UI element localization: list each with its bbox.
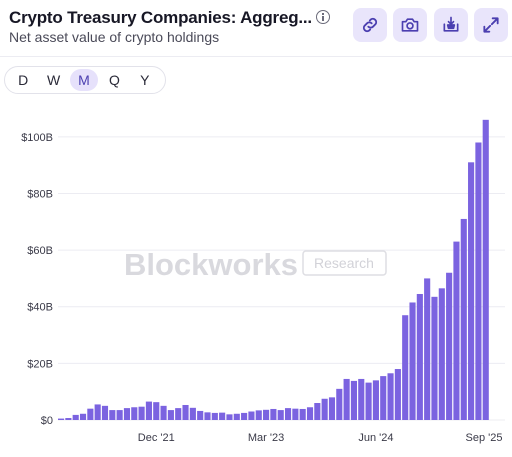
bar[interactable] bbox=[482, 119, 489, 420]
link-icon bbox=[362, 17, 378, 33]
bar[interactable] bbox=[343, 378, 350, 420]
period-option-month[interactable]: M bbox=[69, 69, 99, 91]
chart-gridlines bbox=[58, 136, 505, 421]
bar[interactable] bbox=[387, 373, 394, 420]
x-tick-label: Dec '21 bbox=[138, 432, 175, 444]
bar[interactable] bbox=[475, 142, 482, 421]
y-tick-label: $40B bbox=[27, 302, 53, 314]
x-tick-label: Sep '25 bbox=[466, 432, 503, 444]
y-tick-label: $60B bbox=[27, 245, 53, 257]
bar[interactable] bbox=[189, 407, 196, 420]
bar[interactable] bbox=[431, 296, 438, 420]
bar[interactable] bbox=[94, 404, 101, 420]
bar[interactable] bbox=[241, 412, 248, 420]
period-option-week[interactable]: W bbox=[47, 72, 61, 88]
bar[interactable] bbox=[248, 411, 255, 421]
bar[interactable] bbox=[160, 405, 167, 420]
bar[interactable] bbox=[460, 218, 467, 420]
chart-title: Crypto Treasury Companies: Aggreg... bbox=[9, 8, 312, 27]
period-option-day[interactable]: D bbox=[18, 72, 29, 88]
x-tick-label: Jun '24 bbox=[358, 432, 393, 444]
bar[interactable] bbox=[270, 408, 277, 420]
bar[interactable] bbox=[468, 162, 475, 420]
header-divider bbox=[0, 56, 512, 57]
x-axis-ticks: Dec '21 Mar '23 Jun '24 Sep '25 bbox=[138, 432, 503, 444]
y-tick-label: $20B bbox=[27, 358, 53, 370]
chart-header: Crypto Treasury Companies: Aggreg... Net… bbox=[0, 0, 512, 56]
bar[interactable] bbox=[109, 410, 116, 420]
bar[interactable] bbox=[358, 378, 365, 420]
bar[interactable] bbox=[438, 288, 445, 420]
expand-icon bbox=[483, 17, 499, 33]
bar[interactable] bbox=[65, 418, 72, 420]
bar[interactable] bbox=[394, 369, 401, 420]
download-button[interactable] bbox=[434, 8, 468, 42]
watermark-badge-frame bbox=[302, 250, 387, 276]
bar[interactable] bbox=[350, 380, 357, 420]
bar[interactable] bbox=[233, 413, 240, 420]
bar[interactable] bbox=[314, 403, 321, 420]
watermark-brand: Blockworks bbox=[124, 247, 298, 282]
bar[interactable] bbox=[365, 382, 372, 420]
bar[interactable] bbox=[321, 398, 328, 420]
bar[interactable] bbox=[138, 406, 145, 420]
bar[interactable] bbox=[58, 418, 65, 420]
bar[interactable] bbox=[204, 412, 211, 420]
y-tick-label: $80B bbox=[27, 188, 53, 200]
bar[interactable] bbox=[219, 412, 226, 420]
bar[interactable] bbox=[197, 410, 204, 420]
bar[interactable] bbox=[306, 407, 314, 420]
bar[interactable] bbox=[72, 414, 79, 420]
bar[interactable] bbox=[226, 414, 233, 420]
bar[interactable] bbox=[153, 402, 160, 420]
bar[interactable] bbox=[87, 408, 94, 420]
y-axis-ticks: $0 $20B $40B $60B $80B $100B bbox=[21, 132, 53, 427]
screenshot-button[interactable] bbox=[393, 8, 427, 42]
bar[interactable] bbox=[101, 405, 109, 420]
bar[interactable] bbox=[336, 388, 343, 420]
bar[interactable] bbox=[402, 315, 409, 420]
bar[interactable] bbox=[175, 408, 182, 420]
bar[interactable] bbox=[211, 412, 218, 420]
bar[interactable] bbox=[182, 404, 189, 420]
bar[interactable] bbox=[409, 302, 416, 420]
bar[interactable] bbox=[424, 278, 431, 420]
bar[interactable] bbox=[277, 410, 284, 420]
bar[interactable] bbox=[372, 380, 379, 420]
bar[interactable] bbox=[416, 293, 423, 420]
bar[interactable] bbox=[292, 408, 299, 420]
x-tick-label: Mar '23 bbox=[248, 432, 284, 444]
y-tick-label: $0 bbox=[41, 415, 53, 427]
info-icon[interactable] bbox=[316, 10, 330, 24]
download-icon bbox=[443, 16, 459, 32]
camera-icon bbox=[401, 18, 419, 32]
bar[interactable] bbox=[131, 407, 138, 420]
period-selector: D W M Q Y bbox=[4, 66, 166, 94]
bar[interactable] bbox=[380, 376, 387, 420]
watermark-badge: Research bbox=[314, 255, 374, 271]
bar[interactable] bbox=[263, 409, 270, 420]
period-option-quarter[interactable]: Q bbox=[108, 72, 120, 88]
bar[interactable] bbox=[453, 241, 460, 420]
chart-subtitle: Net asset value of crypto holdings bbox=[9, 29, 220, 45]
expand-button[interactable] bbox=[474, 8, 508, 42]
bar[interactable] bbox=[116, 410, 123, 420]
bar[interactable] bbox=[328, 397, 336, 420]
bar[interactable] bbox=[145, 401, 152, 420]
bar[interactable] bbox=[299, 408, 306, 420]
bar[interactable] bbox=[446, 272, 453, 420]
bar[interactable] bbox=[255, 410, 262, 420]
chart-area: Blockworks Research $0 $20B $40B $60B $80B $1… bbox=[21, 119, 505, 444]
bar[interactable] bbox=[284, 408, 292, 420]
bar[interactable] bbox=[167, 410, 174, 420]
chart-watermark: Blockworks Research bbox=[124, 247, 387, 282]
period-option-year[interactable]: Y bbox=[140, 72, 150, 88]
bar[interactable] bbox=[123, 408, 131, 420]
link-button[interactable] bbox=[353, 8, 387, 42]
bar[interactable] bbox=[79, 413, 87, 420]
chart-bars bbox=[58, 119, 489, 421]
y-tick-label: $100B bbox=[21, 132, 53, 144]
